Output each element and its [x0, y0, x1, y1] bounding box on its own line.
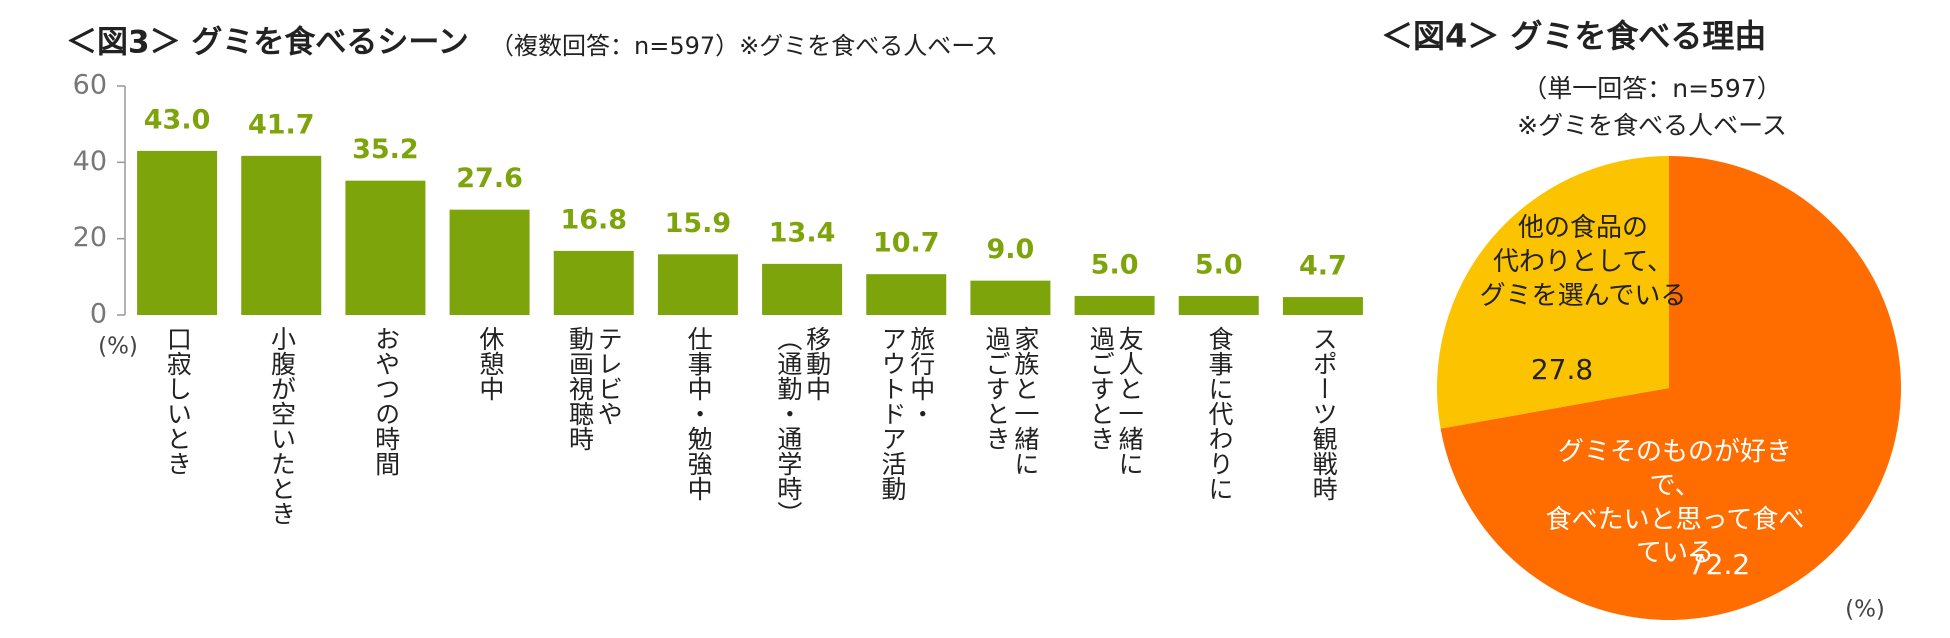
chart-subtitle: （単一回答：n=597）: [1522, 74, 1782, 103]
value-label: 16.8: [560, 204, 627, 235]
y-tick-label: 0: [90, 299, 107, 330]
value-label: 10.7: [873, 228, 940, 259]
bar: [1074, 295, 1155, 315]
slice-label: グミそのものが好きで、 食べたいと思って食べている: [1545, 437, 1805, 569]
value-label: 27.8: [1531, 353, 1593, 386]
y-tick-label: 60: [73, 70, 107, 101]
chart-title: ＜図4＞ グミを食べる理由: [1381, 17, 1766, 55]
value-label: 4.7: [1299, 251, 1347, 282]
bar: [241, 155, 322, 315]
bar: [762, 263, 843, 315]
chart-subtitle: （複数回答：n=597）※グミを食べる人ベース: [490, 32, 998, 60]
y-tick-label: 20: [73, 222, 107, 253]
pie-slice: [1437, 156, 1669, 429]
value-label: 27.6: [456, 163, 523, 194]
value-label: 72.2: [1688, 548, 1750, 581]
bar: [449, 209, 530, 315]
value-label: 15.9: [665, 208, 732, 239]
x-tick-label: テレビや 動画視聴時: [565, 326, 624, 451]
value-label: 5.0: [1195, 249, 1243, 280]
bar: [1178, 295, 1259, 315]
x-tick-label: おやつの時間: [371, 326, 401, 476]
value-label: 43.0: [144, 104, 211, 135]
value-label: 5.0: [1091, 249, 1139, 280]
bar: [970, 280, 1051, 315]
x-tick-label: 食事に代わりに: [1205, 326, 1234, 501]
y-tick-label: 40: [73, 146, 107, 177]
slice-label: 他の食品の 代わりとして、 グミを選んでいる: [1479, 213, 1687, 311]
x-tick-label: 口寂しいとき: [163, 326, 193, 476]
chart-subtitle: ※グミを食べる人ベース: [1517, 111, 1787, 140]
x-tick-label: 家族と一緒に 過ごすとき: [982, 326, 1040, 476]
unit: (%): [1845, 597, 1885, 623]
y-unit: (%): [98, 334, 138, 360]
x-tick-label: 休憩中: [475, 326, 505, 401]
value-label: 35.2: [352, 134, 419, 165]
pie-slice: [1440, 156, 1901, 620]
x-tick-label: 小腹が空いたとき: [267, 326, 297, 526]
chart-title: ＜図3＞ グミを食べるシーン: [66, 25, 469, 61]
bar: [553, 250, 634, 315]
x-tick-label: 仕事中・勉強中: [684, 326, 714, 501]
x-tick-label: 友人と一緒に 過ごすとき: [1086, 326, 1145, 476]
x-tick-label: 移動中 （通勤・通学時）: [773, 326, 832, 526]
bar: [866, 274, 947, 315]
bar: [1282, 297, 1363, 315]
x-tick-label: スポーツ観戦時: [1309, 326, 1339, 501]
value-label: 13.4: [769, 217, 836, 248]
bar: [345, 180, 426, 315]
bar: [657, 254, 738, 315]
value-label: 41.7: [248, 109, 315, 140]
bar: [137, 150, 218, 315]
x-tick-label: 旅行中・ アウトドア活動: [878, 326, 936, 501]
value-label: 9.0: [986, 234, 1034, 265]
